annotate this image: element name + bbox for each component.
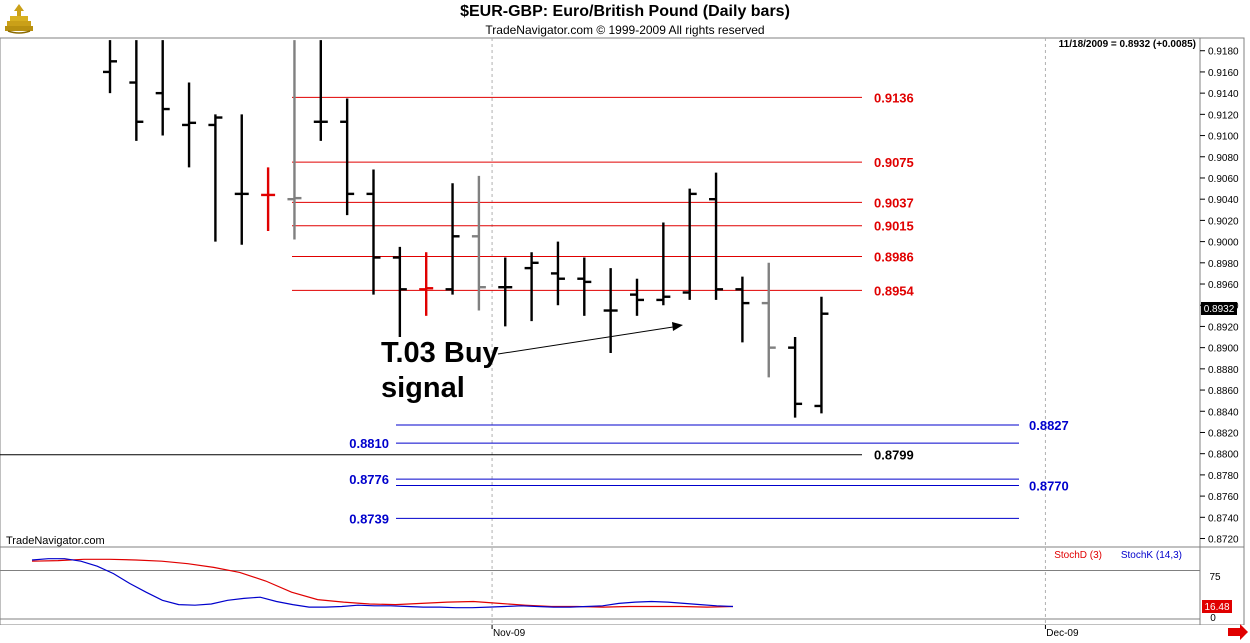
ohlc-bar-13: [445, 183, 460, 295]
price-panel: [0, 37, 1201, 548]
level-label-0.9037: 0.9037: [874, 195, 914, 210]
chart-subtitle: TradeNavigator.com © 1999-2009 All right…: [485, 23, 765, 37]
chart-header: $EUR-GBP: Euro/British Pound (Daily bars…: [0, 0, 1250, 38]
y-tick-label-9: 0.9000: [1208, 238, 1239, 249]
ohlc-bar-25: [761, 262, 776, 378]
y-tick-label-15: 0.8880: [1208, 365, 1239, 376]
ohlc-bar-2: [155, 40, 170, 136]
y-tick-label-3: 0.9120: [1208, 110, 1239, 121]
ohlc-bar-1: [129, 40, 144, 141]
x-tick-label-0: Nov-09: [493, 628, 526, 639]
level-label-0.9136: 0.9136: [874, 90, 914, 105]
ohlc-bar-19: [603, 268, 618, 353]
y-tick-label-14: 0.8900: [1208, 344, 1239, 355]
stoch-series-0: [31, 558, 734, 608]
ohlc-bar-26: [788, 337, 803, 418]
level-label-0.8770: 0.8770: [1029, 478, 1069, 493]
scroll-right-arrow-icon[interactable]: [1228, 624, 1248, 640]
x-tick-label-1: Dec-09: [1046, 628, 1079, 639]
level-label-0.9015: 0.9015: [874, 219, 914, 234]
level-lines: 0.9136 0.9075 0.9037 0.9015 0.8986 0.8954 0.88…: [0, 90, 1069, 526]
ohlc-bar-4: [208, 114, 223, 242]
y-tick-label-18: 0.8820: [1208, 428, 1239, 439]
y-tick-label-23: 0.8720: [1208, 535, 1239, 546]
chart-title: $EUR-GBP: Euro/British Pound (Daily bars…: [460, 3, 790, 20]
ohlc-bar-9: [340, 98, 355, 216]
legend-stochk: StochK (14,3): [1121, 550, 1182, 561]
ohlc-bar-16: [524, 252, 539, 322]
watermark: TradeNavigator.com: [6, 535, 105, 547]
level-label-0.8810: 0.8810: [349, 436, 389, 451]
ohlc-bar-22: [682, 188, 697, 300]
last-price-tag-bg: [1201, 302, 1237, 315]
level-label-0.8827: 0.8827: [1029, 418, 1069, 433]
y-tick-label-7: 0.9040: [1208, 195, 1239, 206]
stochastic-lines: [0, 558, 1200, 620]
stochastic-panel: [0, 546, 1201, 626]
y-tick-label-13: 0.8920: [1208, 322, 1239, 333]
y-tick-label-19: 0.8800: [1208, 450, 1239, 461]
ohlc-bar-14: [471, 175, 486, 311]
ohlc-bar-8: [313, 40, 328, 141]
ohlc-bar-23: [709, 172, 724, 300]
y-tick-label-16: 0.8860: [1208, 386, 1239, 397]
y-tick-label-22: 0.8740: [1208, 513, 1239, 524]
legend-stochd: StochD (3): [1054, 550, 1102, 561]
ohlc-bar-3: [182, 82, 197, 168]
ohlc-bar-7: [287, 40, 302, 240]
y-tick-label-8: 0.9020: [1208, 216, 1239, 227]
last-price-tag: 0.8932: [1204, 304, 1235, 315]
annotation-arrowhead: [672, 322, 683, 331]
trade-navigator-logo-icon: [5, 4, 33, 34]
ohlc-bar-18: [577, 257, 592, 316]
grid: [491, 38, 1046, 625]
ohlc-bar-24: [735, 276, 750, 343]
y-tick-label-5: 0.9080: [1208, 153, 1239, 164]
stoch-last-value-bg: [1202, 600, 1232, 613]
stoch-last-value: 16.48: [1204, 602, 1229, 613]
level-label-0.8986: 0.8986: [874, 249, 914, 264]
ohlc-bar-17: [550, 241, 565, 306]
stoch-tick-0: 0: [1210, 613, 1216, 624]
level-label-0.8776: 0.8776: [349, 472, 389, 487]
stoch-series-1: [31, 558, 734, 609]
ohlc-bar-21: [656, 222, 671, 306]
ohlc-bar-27: [814, 296, 829, 414]
ohlc-bar-10: [366, 169, 381, 295]
y-tick-label-11: 0.8960: [1208, 280, 1239, 291]
y-tick-label-17: 0.8840: [1208, 407, 1239, 418]
last-quote-label: 11/18/2009 = 0.8932 (+0.0085): [1059, 39, 1196, 50]
price-bars: [103, 40, 829, 418]
level-label-0.8954: 0.8954: [874, 283, 915, 298]
y-tick-label-21: 0.8760: [1208, 492, 1239, 503]
ohlc-bar-12: [419, 252, 434, 316]
annotation-arrow: [497, 326, 674, 355]
stochastic-axis-panel: [1199, 546, 1245, 626]
y-tick-label-4: 0.9100: [1208, 132, 1239, 143]
stoch-tick-75: 75: [1209, 572, 1221, 583]
ohlc-bar-20: [630, 278, 644, 316]
y-tick-label-2: 0.9140: [1208, 89, 1239, 100]
ohlc-bar-11: [392, 246, 407, 338]
price-axis-panel: [1199, 37, 1245, 548]
ohlc-bar-6: [261, 167, 276, 231]
level-label-0.8739: 0.8739: [349, 511, 389, 526]
ohlc-bar-15: [498, 257, 513, 327]
y-tick-label-1: 0.9160: [1208, 68, 1239, 79]
annotation-line-2: signal: [381, 372, 465, 404]
annotation-line-1: T.03 Buy: [381, 337, 499, 369]
y-tick-label-6: 0.9060: [1208, 174, 1239, 185]
y-tick-label-20: 0.8780: [1208, 471, 1239, 482]
time-axis-labels: Nov-09 Dec-09: [491, 625, 1079, 639]
y-tick-label-10: 0.8980: [1208, 259, 1239, 270]
y-tick-label-0: 0.9180: [1208, 47, 1239, 58]
ohlc-bar-0: [103, 40, 117, 94]
time-axis: [0, 625, 1250, 643]
level-label-0.9075: 0.9075: [874, 155, 914, 170]
level-label-0.8799: 0.8799: [874, 448, 914, 463]
ohlc-bar-5: [234, 114, 249, 245]
